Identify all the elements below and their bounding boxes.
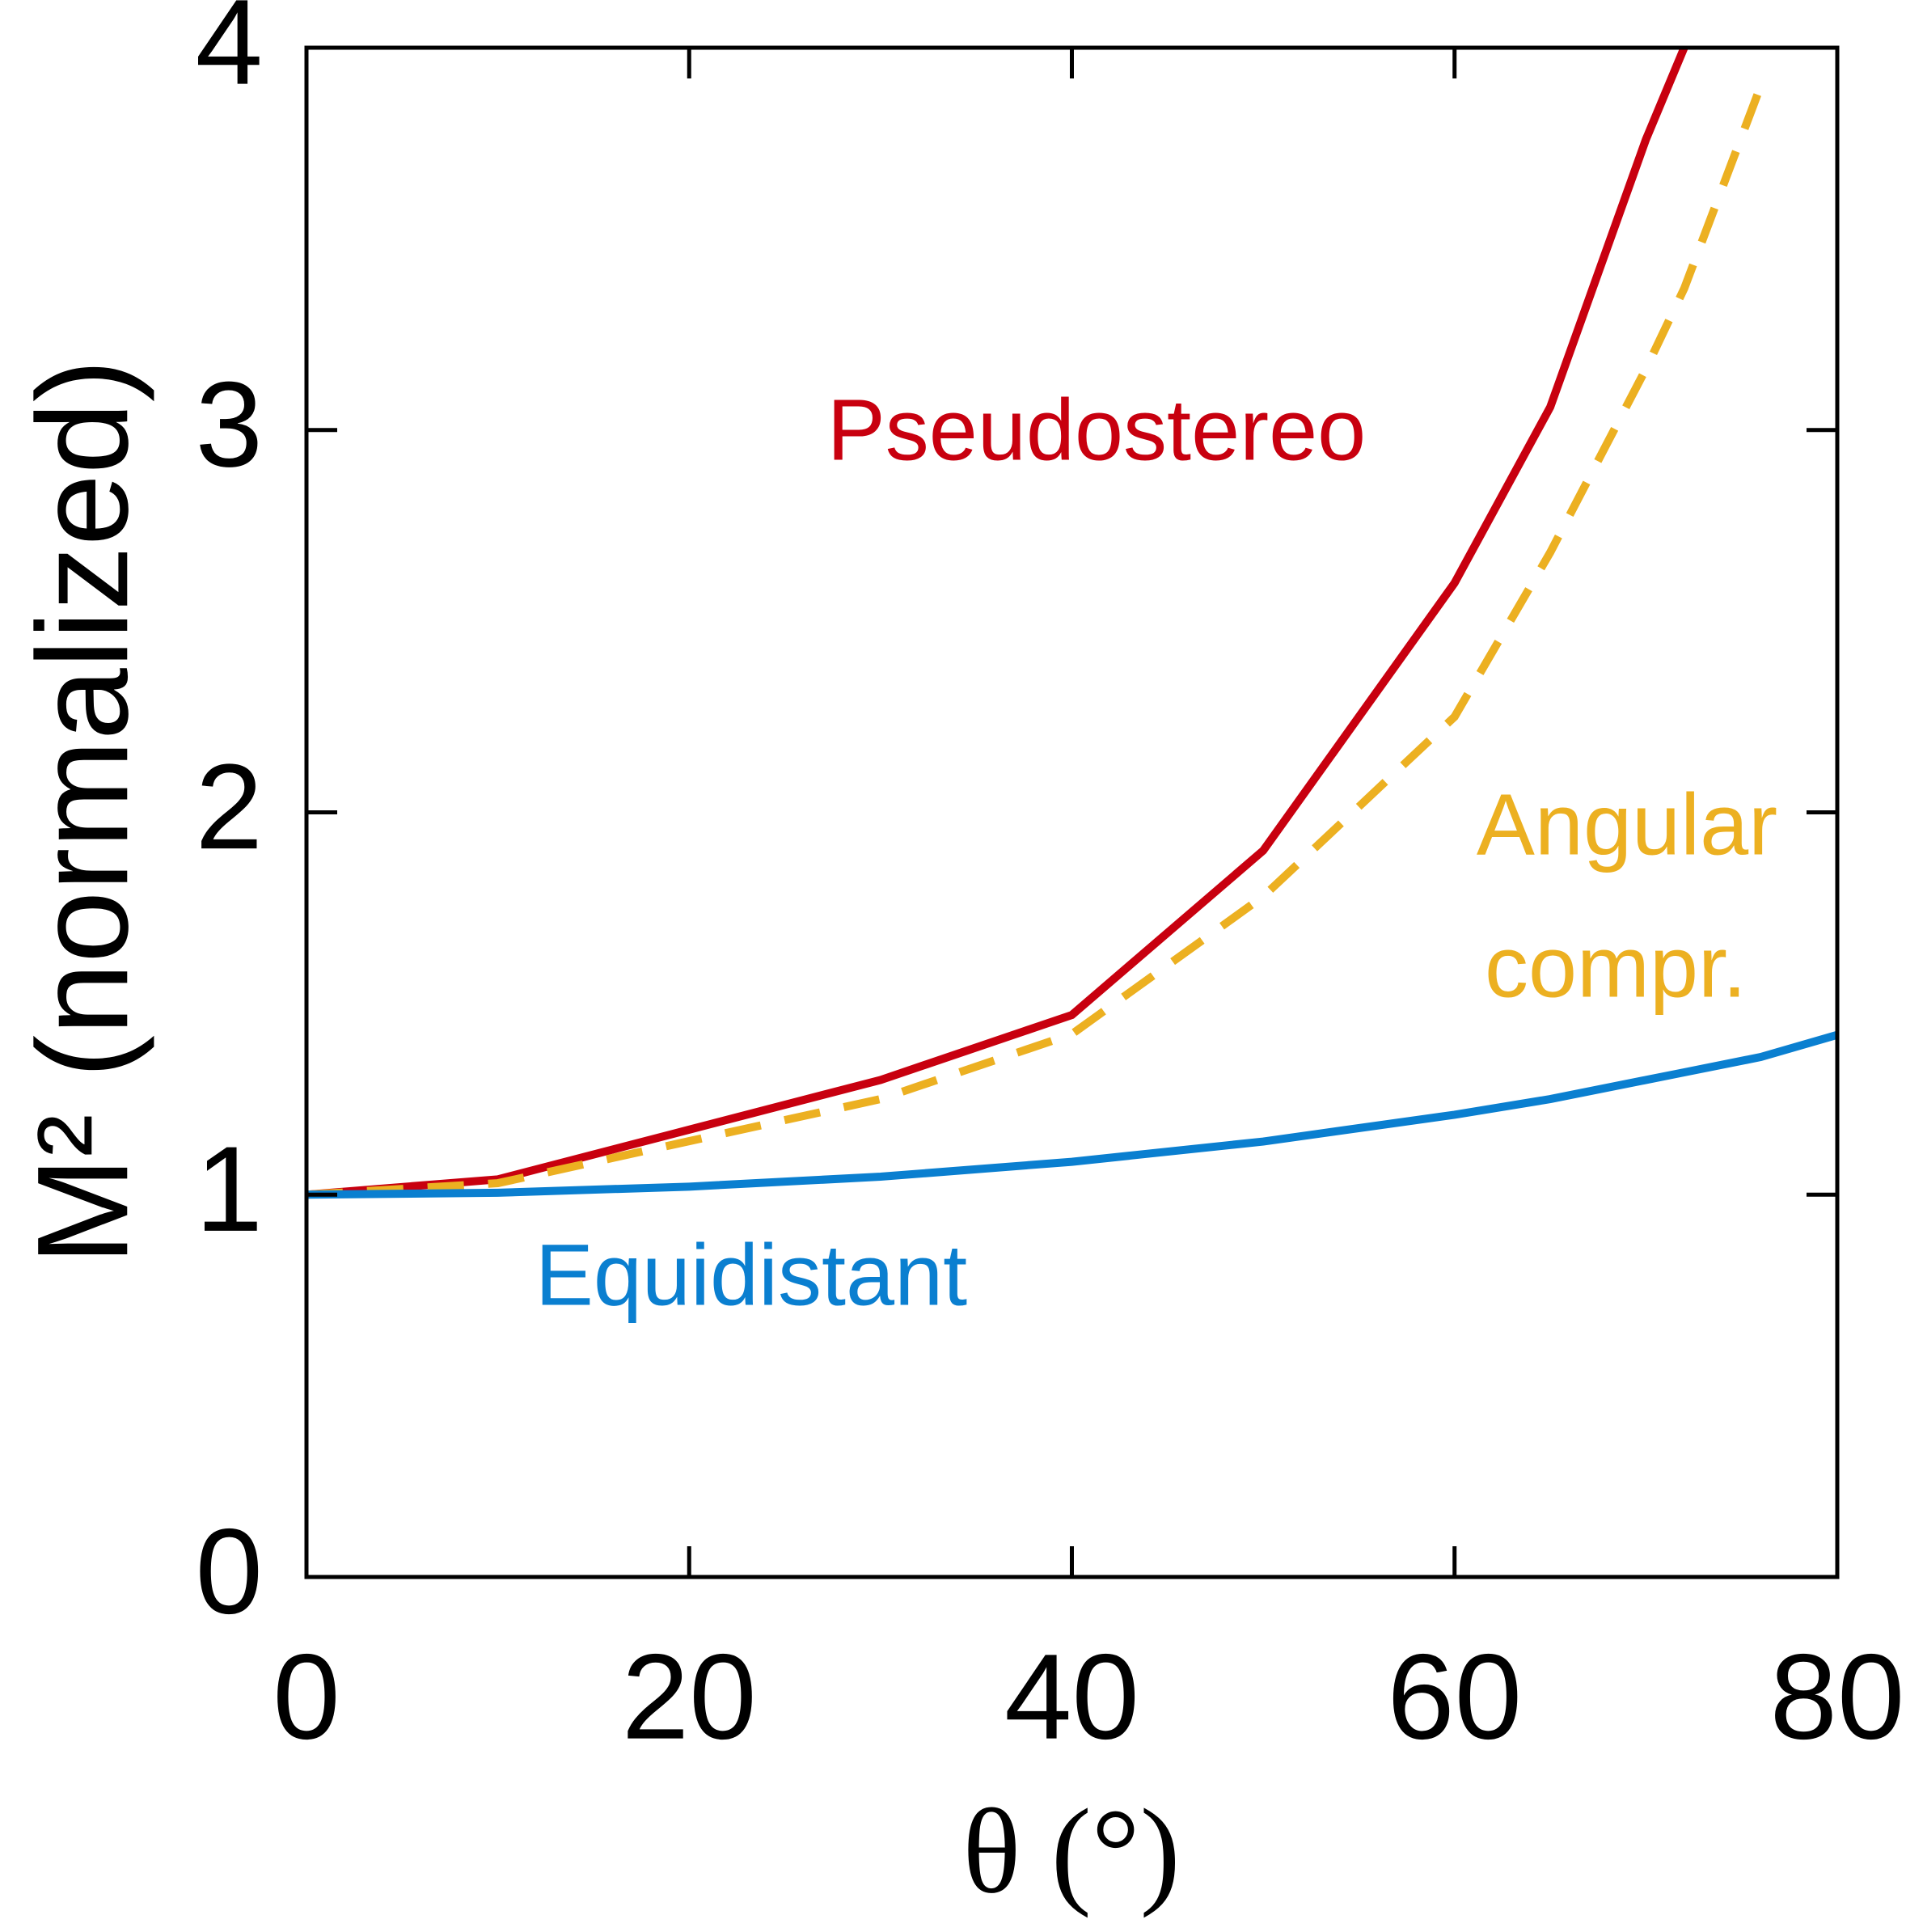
y-tick-label: 3 [196,356,263,492]
y-axis-label: M² (normalized) [10,359,154,1265]
x-tick-label: 60 [1387,1629,1522,1765]
annotation: Pseudostereo [827,381,1366,479]
annotation: compr. [1485,918,1747,1016]
y-tick-label: 1 [196,1121,263,1257]
x-axis-label: θ (°) [962,1784,1180,1918]
series-line [306,1030,1837,1199]
x-tick-label: 0 [273,1629,340,1765]
annotation: Equidistant [535,1226,967,1324]
y-tick-label: 0 [196,1503,263,1639]
annotation: Angular [1477,776,1777,873]
y-tick-label: 2 [196,738,263,874]
x-tick-label: 20 [622,1629,757,1765]
series-line [306,84,1765,1199]
y-tick-label: 4 [196,0,263,110]
series-line [306,46,1688,1199]
x-tick-label: 80 [1770,1629,1905,1765]
x-tick-label: 40 [1004,1629,1139,1765]
